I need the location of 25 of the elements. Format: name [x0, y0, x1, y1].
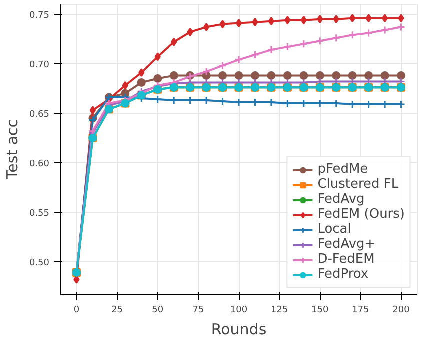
y-tick-label: 0.65	[29, 110, 50, 120]
x-tick-label: 50	[152, 306, 164, 316]
legend-label: Clustered FL	[318, 177, 399, 192]
legend-label: FedEM (Ours)	[318, 207, 405, 222]
x-tick-label: 125	[270, 306, 288, 316]
y-tick-label: 0.75	[29, 10, 50, 21]
x-tick-label: 25	[112, 306, 124, 316]
legend-label: Local	[318, 222, 352, 237]
x-tick-label: 200	[392, 306, 410, 316]
legend-label: FedProx	[318, 267, 369, 282]
y-axis-title: Test acc	[3, 119, 22, 180]
legend-label: FedAvg+	[318, 237, 376, 252]
y-tick-label: 0.70	[29, 60, 50, 70]
x-tick-label: 175	[352, 306, 370, 316]
y-tick-label: 0.50	[29, 258, 50, 268]
x-tick-label: 0	[74, 306, 80, 316]
legend-label: FedAvg	[318, 192, 365, 207]
legend-label: D-FedEM	[318, 252, 375, 267]
x-tick-label: 150	[312, 306, 329, 316]
x-tick-label: 100	[230, 306, 248, 316]
legend-label: pFedMe	[318, 162, 368, 177]
x-axis-title: Rounds	[211, 320, 267, 338]
y-tick-label: 0.60	[29, 159, 50, 170]
x-tick-label: 75	[192, 306, 204, 316]
y-tick-label: 0.55	[29, 208, 50, 219]
